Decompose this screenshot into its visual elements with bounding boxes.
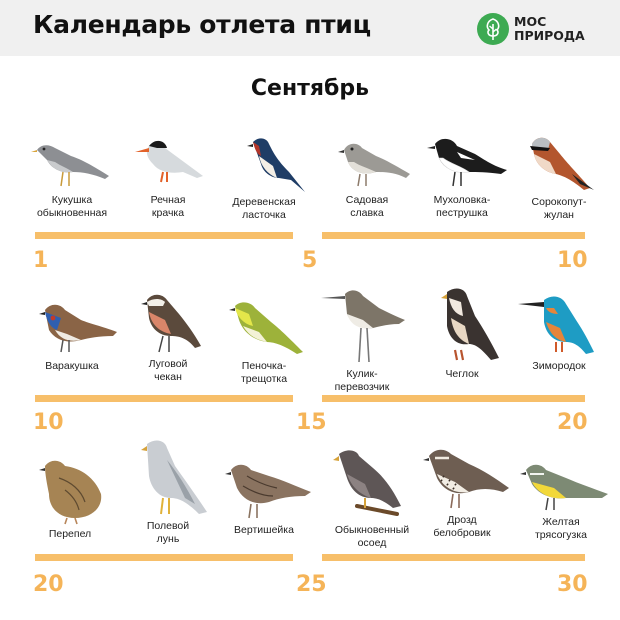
bird-garden-warbler: Садовая славка — [317, 132, 417, 219]
bird-name: Чеглок — [445, 368, 479, 380]
bird-hobby: Чеглок — [412, 284, 512, 381]
wryneck-icon — [225, 464, 311, 519]
day-number: 25 — [296, 572, 327, 597]
bird-name: Вертишейка — [234, 524, 294, 536]
honey-buzzard-icon — [333, 450, 401, 516]
bird-bluethroat: Варакушка — [22, 296, 122, 373]
day-number: 10 — [33, 410, 64, 435]
tree-logo-icon — [477, 13, 509, 45]
bird-pied-flycatcher: Мухоловка- пеструшка — [412, 132, 512, 219]
bluethroat-icon — [39, 304, 117, 353]
page-title: Календарь отлета птиц — [33, 10, 371, 39]
bird-name: Перепел — [48, 528, 92, 540]
bird-name: Кулик- перевозчик — [334, 368, 390, 393]
bird-name: Садовая славка — [345, 194, 389, 219]
sandpiper-icon — [321, 290, 405, 363]
shrike-icon — [530, 137, 594, 190]
bird-name: Мухоловка- пеструшка — [433, 194, 491, 219]
bird-name: Луговой чекан — [148, 358, 188, 383]
period-bar — [322, 554, 585, 561]
period-bar — [35, 395, 293, 402]
pied-flycatcher-icon — [427, 138, 507, 187]
bird-name: Деревенская ласточка — [232, 196, 296, 221]
tern-icon — [135, 140, 207, 183]
header-bar: Календарь отлета птиц МОС ПРИРОДА — [0, 0, 620, 56]
kingfisher-icon — [518, 296, 594, 354]
bird-name: Обыкновенный осоед — [334, 524, 410, 549]
bird-harrier: Полевой лунь — [118, 438, 218, 545]
period-bar — [35, 554, 293, 561]
period-bar — [35, 232, 293, 239]
bird-name: Пеночка- трещотка — [240, 360, 288, 385]
whinchat-icon — [141, 294, 201, 353]
bird-shrike: Сорокопут- жулан — [509, 132, 609, 221]
bird-quail: Перепел — [20, 452, 120, 541]
swallow-icon — [247, 138, 305, 192]
bird-yellow-wagtail: Желтая трясогузка — [511, 458, 611, 541]
period-bar — [322, 395, 585, 402]
bird-sandpiper: Кулик- перевозчик — [312, 282, 412, 393]
day-number: 10 — [557, 248, 588, 273]
bird-wood-warbler: Пеночка- трещотка — [214, 296, 314, 385]
day-number: 30 — [557, 572, 588, 597]
bird-name: Речная крачка — [150, 194, 186, 219]
redwing-icon — [423, 449, 509, 509]
logo-text: МОС ПРИРОДА — [514, 14, 585, 43]
cuckoo-icon — [31, 145, 109, 187]
bird-name: Сорокопут- жулан — [531, 196, 587, 221]
bird-name: Полевой лунь — [146, 520, 190, 545]
bird-wryneck: Вертишейка — [214, 456, 314, 537]
day-number: 15 — [296, 410, 327, 435]
quail-icon — [39, 460, 102, 525]
bird-name: Дрозд белобровик — [433, 514, 491, 539]
day-number: 5 — [302, 248, 318, 273]
bird-tern: Речная крачка — [118, 132, 218, 219]
day-number: 20 — [557, 410, 588, 435]
bird-whinchat: Луговой чекан — [118, 290, 218, 383]
bird-redwing: Дрозд белобровик — [412, 444, 512, 539]
hen-harrier-icon — [141, 440, 207, 515]
bird-name: Желтая трясогузка — [535, 516, 587, 541]
bird-name: Варакушка — [45, 360, 99, 372]
wood-warbler-icon — [229, 302, 303, 354]
month-title: Сентябрь — [250, 76, 370, 101]
mospriroda-logo[interactable]: МОС ПРИРОДА — [476, 12, 596, 46]
bird-name: Зимородок — [532, 360, 586, 372]
garden-warbler-icon — [338, 143, 410, 187]
day-number: 20 — [33, 572, 64, 597]
bird-cuckoo: Кукушка обыкновенная — [22, 132, 122, 219]
hobby-icon — [441, 288, 499, 361]
bird-swallow: Деревенская ласточка — [214, 132, 314, 221]
bird-honey-buzzard: Обыкновенный осоед — [322, 444, 422, 549]
bird-kingfisher: Зимородок — [509, 290, 609, 373]
period-bar — [322, 232, 585, 239]
day-number: 1 — [33, 248, 49, 273]
bird-name: Кукушка обыкновенная — [36, 194, 108, 219]
yellow-wagtail-icon — [520, 464, 608, 511]
